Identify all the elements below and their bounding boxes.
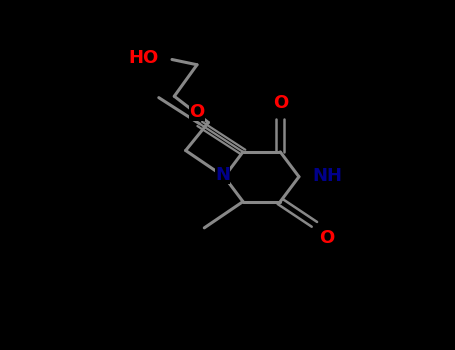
Text: N: N xyxy=(216,166,230,184)
Text: HO: HO xyxy=(128,49,158,68)
Text: NH: NH xyxy=(313,167,343,185)
Text: O: O xyxy=(273,94,288,112)
Text: O: O xyxy=(189,103,205,121)
Text: O: O xyxy=(319,229,334,246)
